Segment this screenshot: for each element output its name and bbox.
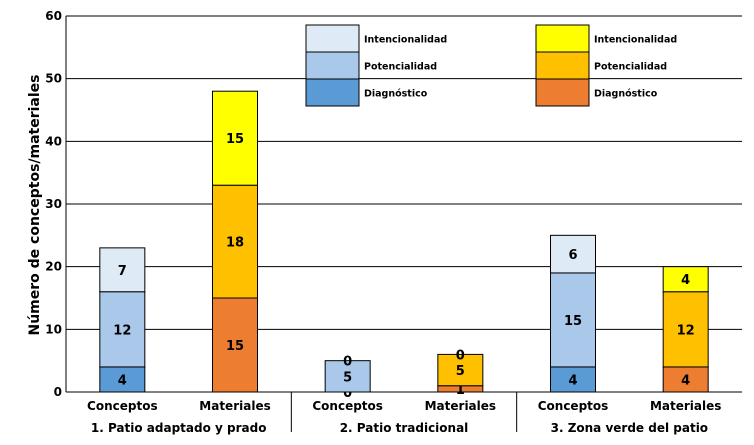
data-label: 15 [226, 339, 244, 354]
data-label: 15 [564, 314, 582, 329]
category-label: Materiales [650, 399, 721, 413]
gridlines [66, 15, 742, 330]
legends: Intencionalidad Potencialidad Diagnóstico I… [305, 24, 677, 107]
bar-segment [550, 272, 596, 368]
legend-swatch [305, 24, 360, 53]
y-axis-label: Número de conceptos/materiales [27, 74, 43, 335]
data-label: 15 [226, 132, 244, 147]
data-label: 4 [681, 373, 690, 388]
legend-label: Intencionalidad [364, 35, 447, 46]
y-tick-label: 20 [45, 260, 62, 274]
y-tick-label: 10 [45, 322, 62, 336]
legend-swatch [535, 78, 590, 107]
bar-segment [212, 184, 258, 299]
legend-swatch [305, 51, 360, 80]
y-tick-label: 50 [45, 72, 62, 86]
legend-label: Potencialidad [364, 62, 437, 73]
y-tick-label: 40 [45, 134, 62, 148]
data-label: 12 [677, 323, 695, 338]
group-label: 2. Patio tradicional [340, 421, 469, 435]
data-label: 7 [118, 264, 127, 279]
data-label: 5 [456, 364, 465, 379]
data-label: 6 [568, 248, 577, 263]
bar-segment [662, 266, 709, 293]
legend-swatch [535, 24, 590, 53]
data-label: 0 [343, 386, 352, 401]
category-label: Conceptos [87, 399, 158, 413]
data-label: 5 [343, 370, 352, 385]
legend-label: Potencialidad [594, 62, 667, 73]
y-tick-label: 0 [54, 385, 62, 399]
category-label: Conceptos [538, 399, 609, 413]
group-label: 1. Patio adaptado y prado [91, 421, 267, 435]
data-label: 4 [681, 273, 690, 288]
legend-swatch [535, 51, 590, 80]
legend-label: Diagnóstico [364, 89, 428, 100]
bar-segment [99, 291, 146, 368]
data-label: 0 [456, 348, 465, 363]
bar-segment [550, 234, 596, 274]
bar-segment [99, 247, 146, 293]
y-tick-label: 30 [45, 197, 62, 211]
data-label: 12 [113, 323, 131, 338]
category-label: Materiales [199, 399, 270, 413]
category-label: Conceptos [312, 399, 383, 413]
data-label: 4 [568, 373, 577, 388]
legend-swatch [305, 78, 360, 107]
data-label: 0 [343, 355, 352, 370]
legend-label: Intencionalidad [594, 35, 677, 46]
data-label: 4 [118, 373, 127, 388]
bar-segment [437, 353, 484, 387]
data-label: 1 [456, 383, 465, 398]
category-label: Materiales [425, 399, 496, 413]
data-label: 18 [226, 236, 244, 251]
group-label: 3. Zona verde del patio [551, 421, 708, 435]
bar-segment [212, 90, 258, 186]
legend-label: Diagnóstico [594, 89, 658, 100]
y-tick-label: 60 [45, 9, 62, 23]
